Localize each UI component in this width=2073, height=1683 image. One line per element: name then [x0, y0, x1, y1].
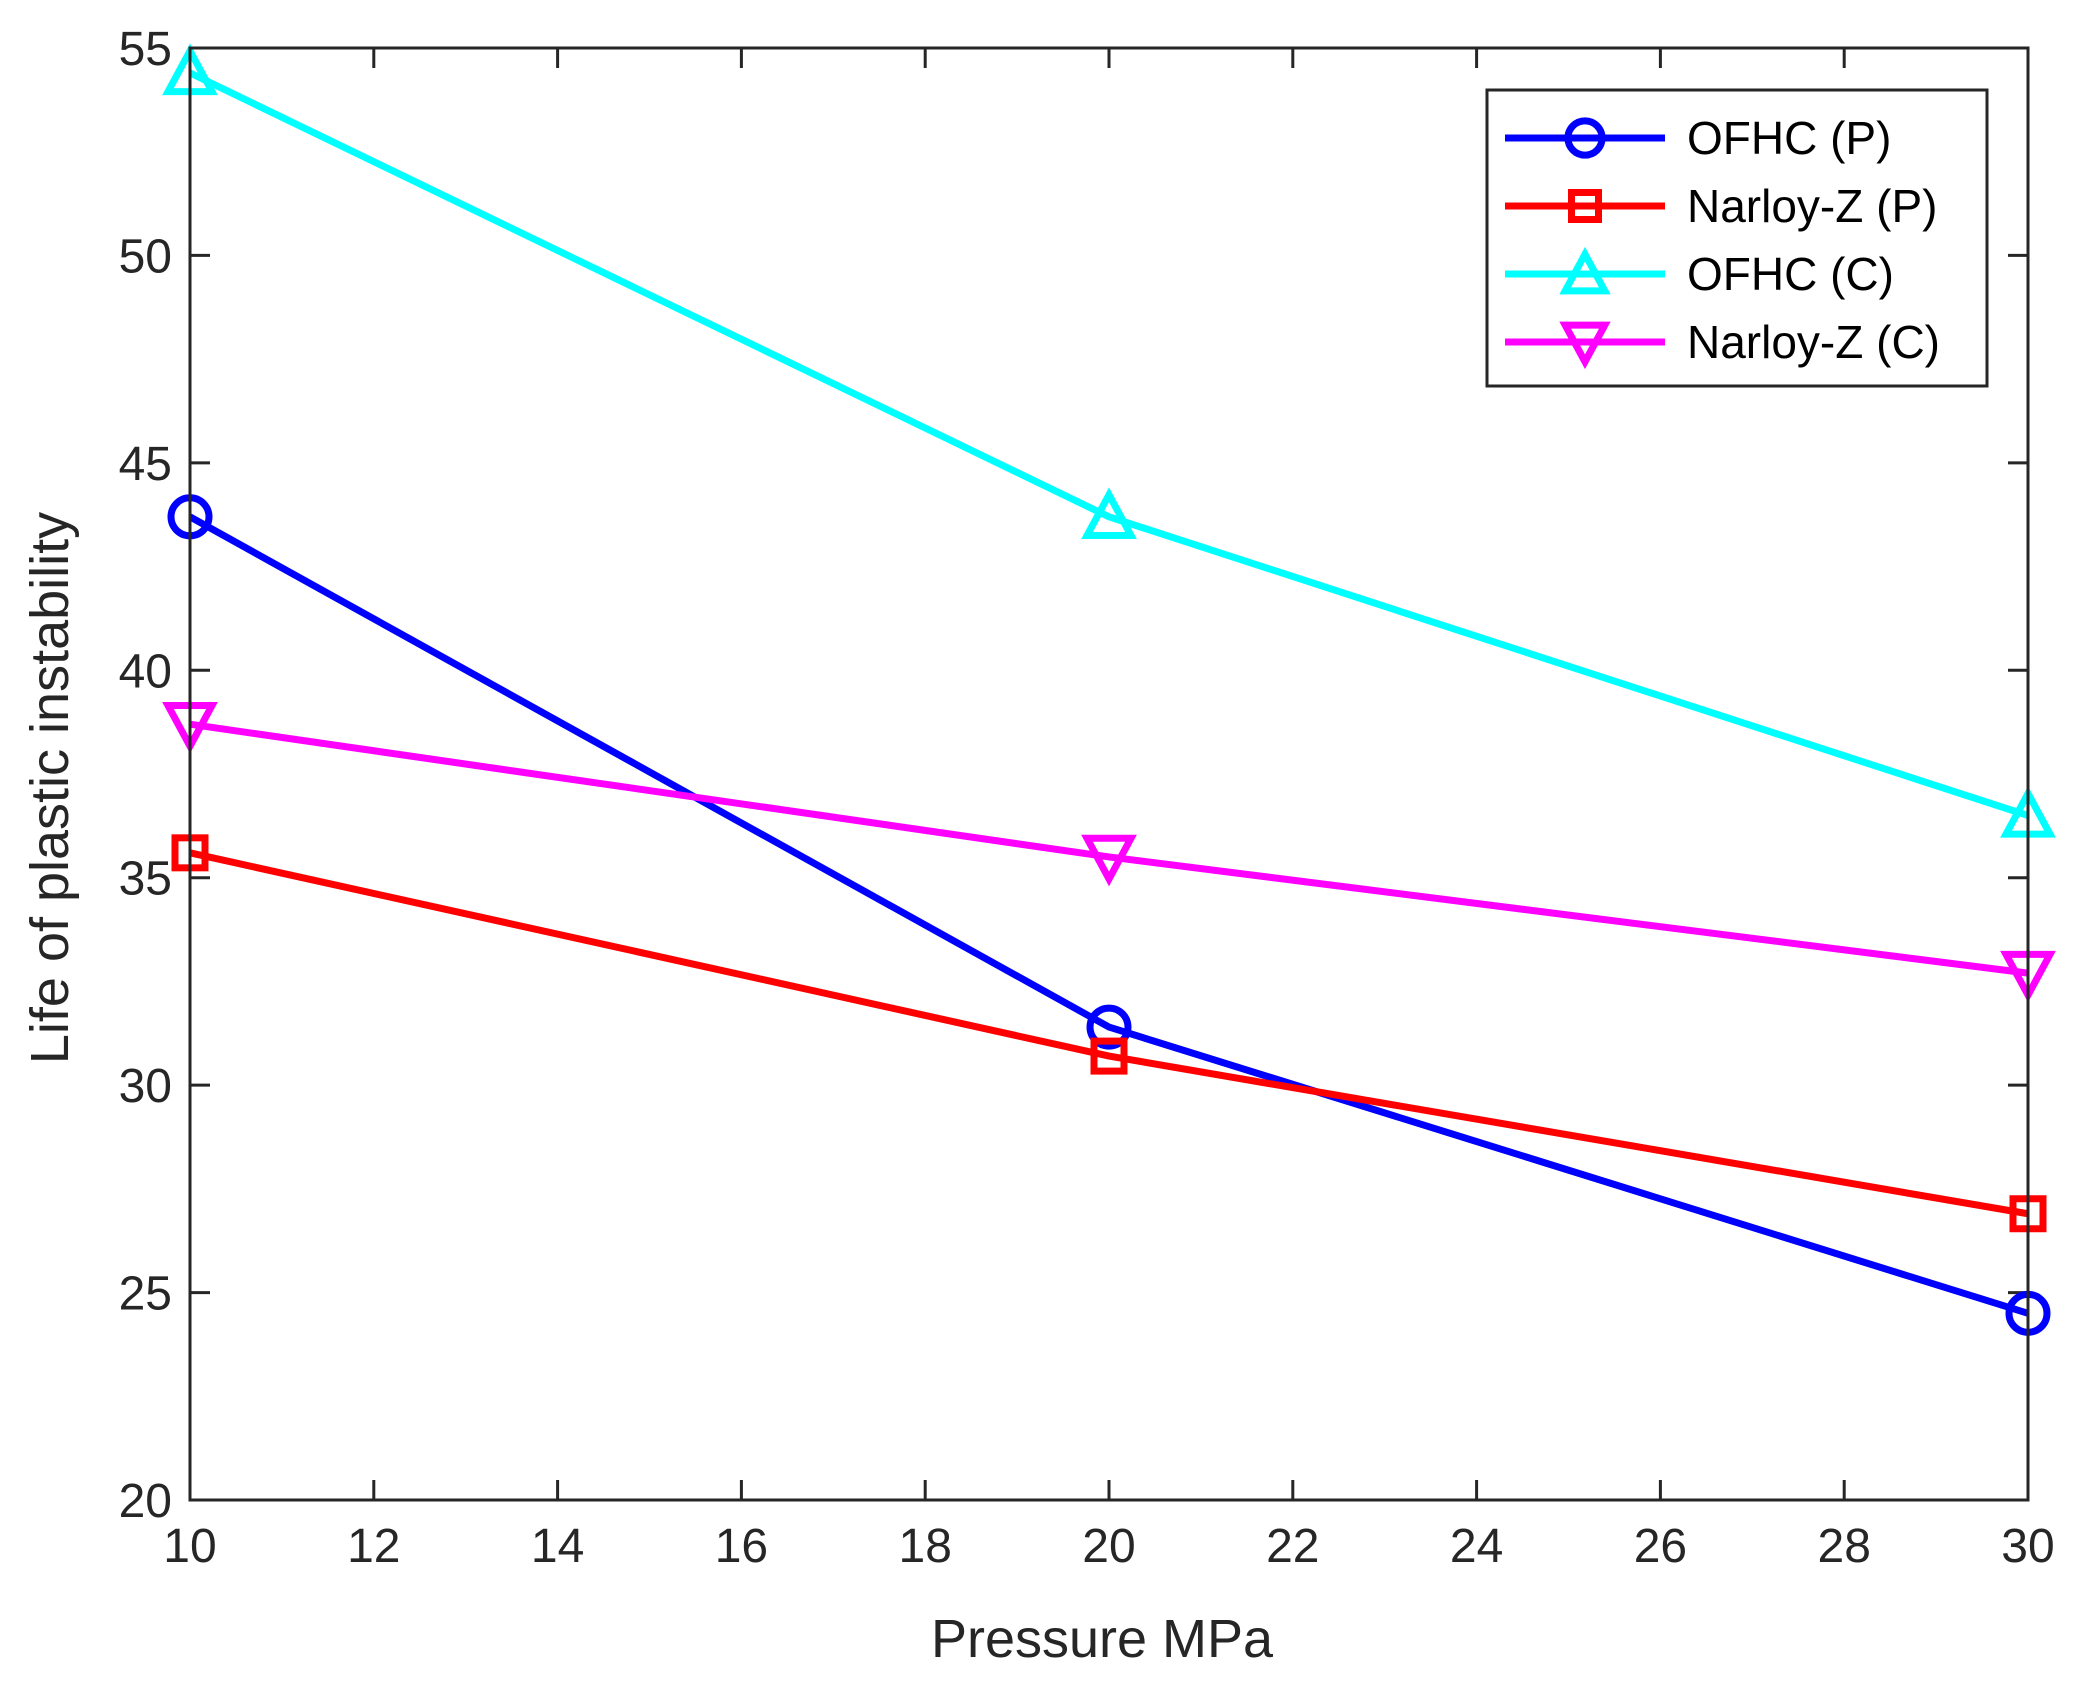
data-point-marker [1564, 117, 1606, 159]
x-tick-label: 26 [1634, 1520, 1687, 1573]
x-tick-label: 10 [163, 1520, 216, 1573]
y-tick-label: 35 [119, 853, 172, 906]
y-tick-label: 25 [119, 1268, 172, 1321]
legend-item: OFHC (P) [1505, 112, 1891, 164]
legend-label: Narloy-Z (P) [1687, 180, 1937, 232]
x-tick-label: 28 [1818, 1520, 1871, 1573]
x-tick-label: 24 [1450, 1520, 1503, 1573]
series-line [188, 69, 2030, 819]
legend-label: OFHC (P) [1687, 112, 1891, 164]
x-tick-label: 14 [531, 1520, 584, 1573]
legend: OFHC (P) Narloy-Z (P) OFHC (C) Narloy-Z (C) [1485, 88, 1989, 388]
x-tick-label: 16 [715, 1520, 768, 1573]
y-tick-label: 30 [119, 1060, 172, 1113]
data-point-marker [1559, 246, 1611, 295]
tick-labels: 10 12 14 16 18 20 22 24 26 28 30 20 25 30 35 40 45 50 55 [119, 23, 2055, 1573]
y-tick-label: 40 [119, 645, 172, 698]
y-axis-label: Life of plastic instability [20, 512, 80, 1064]
y-tick-label: 45 [119, 438, 172, 491]
x-tick-label: 22 [1266, 1520, 1319, 1573]
x-tick-label: 12 [347, 1520, 400, 1573]
series-layer [162, 43, 2056, 1336]
axes-frame [188, 46, 2030, 1502]
data-point-marker [1568, 189, 1602, 223]
x-tick-label: 18 [899, 1520, 952, 1573]
series-line [189, 720, 2029, 977]
legend-label: OFHC (C) [1687, 248, 1894, 300]
y-tick-label: 50 [119, 230, 172, 283]
series-line [188, 513, 2030, 1317]
data-point-marker [1090, 1037, 1128, 1075]
legend-item: OFHC (C) [1505, 246, 1894, 300]
data-point-marker [1086, 1004, 1132, 1050]
legend-item: Narloy-Z (C) [1505, 316, 1940, 370]
y-tick-label: 20 [119, 1475, 172, 1528]
data-point-marker [1559, 321, 1611, 370]
series-line [189, 849, 2029, 1218]
legend-item: Narloy-Z (P) [1505, 180, 1937, 232]
data-point-marker [1081, 487, 1137, 539]
legend-label: Narloy-Z (C) [1687, 316, 1940, 368]
x-tick-label: 30 [2001, 1520, 2054, 1573]
x-tick-label: 20 [1082, 1520, 1135, 1573]
axes-box [188, 46, 2030, 1502]
x-axis-label: Pressure MPa [931, 1609, 1274, 1669]
data-point-marker [1081, 834, 1137, 887]
y-tick-label: 55 [119, 23, 172, 76]
